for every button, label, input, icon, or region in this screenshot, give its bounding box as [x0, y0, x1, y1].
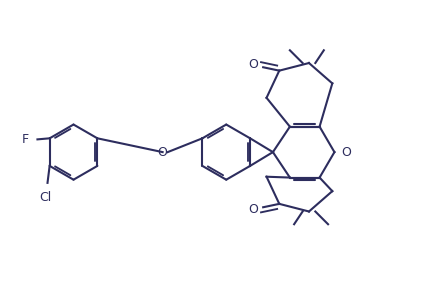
Text: O: O: [248, 58, 258, 71]
Text: O: O: [248, 203, 258, 216]
Text: O: O: [158, 146, 167, 158]
Text: O: O: [341, 146, 351, 158]
Text: Cl: Cl: [39, 191, 52, 204]
Text: F: F: [22, 133, 29, 146]
